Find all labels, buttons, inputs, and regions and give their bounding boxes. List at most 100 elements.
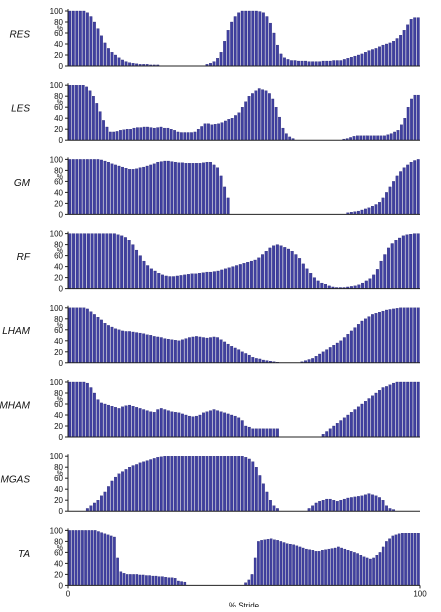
bar [109,233,113,289]
bar [112,131,116,141]
bar [149,459,153,512]
bar [247,10,251,67]
bar [219,411,223,438]
bar [210,124,214,141]
bar [339,340,343,363]
bar [261,428,265,438]
bar [265,428,269,438]
bar [191,336,195,363]
y-tick-label: 0 [59,210,64,219]
bar [378,497,381,512]
bar [353,327,357,363]
bar [75,381,79,438]
bar [136,127,139,141]
bar [364,208,367,215]
bar [170,161,174,215]
bar [138,167,142,215]
bar [142,333,146,363]
bar [163,127,166,141]
panel-name-label: LHAM [2,326,30,337]
bar [205,456,209,512]
y-tick-label: 40 [54,559,63,568]
bar [235,265,239,289]
bar [75,10,79,67]
bar [124,469,128,512]
bar [96,500,100,512]
bar [138,574,142,586]
bar [84,530,87,586]
y-unit-label: % [57,26,63,33]
bar [71,10,75,67]
bar [202,412,205,438]
bar [85,382,89,438]
y-tick-label: 100 [50,304,64,313]
bar [68,307,72,363]
bar [364,494,367,512]
bar [294,254,298,289]
bar [224,120,227,141]
bar [131,244,135,289]
bar [273,539,276,586]
bar [402,307,406,363]
bar [212,164,216,215]
bar [142,166,146,215]
bar [279,53,283,67]
bar [240,420,244,438]
bar [219,456,223,512]
bar [233,456,237,512]
y-tick-label: 0 [59,62,64,71]
bar [362,135,366,141]
y-tick-label: 0 [59,433,64,442]
bar [260,540,263,586]
bar [388,42,392,67]
bar [131,465,135,512]
bar [159,408,163,438]
bar [170,411,174,438]
bar [230,21,234,67]
y-tick-label: 80 [54,92,63,101]
bar [335,423,339,438]
bar [394,534,398,586]
bar [356,54,360,67]
bar [264,251,268,289]
bar [254,90,258,141]
bar [413,160,417,215]
bar [369,558,372,586]
bar [413,94,417,141]
bar [409,381,413,438]
bar [374,48,378,67]
bar [362,556,366,586]
bar [314,356,318,363]
bar [385,505,388,512]
bar [298,258,302,289]
y-tick-label: 40 [54,40,63,49]
bar [119,571,123,586]
bar [251,10,255,67]
bar [272,428,276,438]
bar [180,581,183,586]
bar [360,403,364,438]
bar [268,428,272,438]
x-tick-label: 0 [66,589,71,598]
bar [257,88,261,141]
bar [413,307,417,363]
bar [213,124,217,141]
bar [399,171,403,215]
bar [85,159,89,215]
bar [359,555,363,586]
bar [195,415,198,438]
bar [195,336,198,363]
y-unit-label: % [57,100,63,107]
bar [142,126,146,141]
bar [138,462,142,512]
bar [386,134,390,141]
bar [68,530,71,586]
bar [124,168,128,215]
bar [223,186,227,215]
bar [381,44,385,67]
panel-les: 0 20 40 60 80 100% LES [11,81,420,145]
bar [169,129,173,141]
bar [349,57,353,67]
bar [412,233,416,289]
bar [240,456,244,512]
